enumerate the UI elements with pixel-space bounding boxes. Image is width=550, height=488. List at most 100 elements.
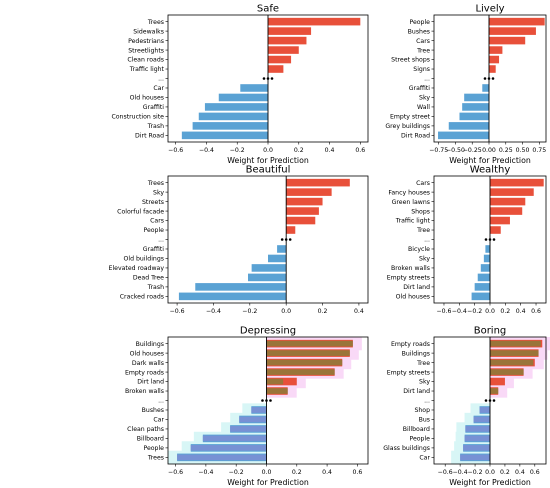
- category-label: ...: [158, 237, 164, 244]
- category-label: Billboard: [137, 436, 164, 443]
- x-tick-label: −0.4: [453, 469, 468, 476]
- x-tick-label: 0.6: [531, 308, 541, 315]
- bar-overlay-negative: [463, 445, 490, 451]
- category-label: Traffic light: [395, 218, 431, 225]
- category-label: Fancy houses: [388, 189, 430, 196]
- x-tick-label: −0.6: [436, 308, 451, 315]
- ellipsis-dot: [484, 399, 488, 402]
- x-tick-label: 0.50: [516, 147, 530, 154]
- category-label: Trees: [147, 180, 164, 187]
- bar-positive: [268, 55, 292, 64]
- bar-positive: [488, 65, 496, 73]
- bar-negative: [218, 93, 268, 102]
- x-tick-label: 0.25: [499, 147, 513, 154]
- category-label: Old buildings: [124, 256, 165, 263]
- bar-overlay-negative: [202, 435, 267, 442]
- category-label: Dirt land: [403, 388, 430, 395]
- x-tick-label: −0.50: [446, 147, 465, 154]
- category-label: ...: [424, 398, 430, 405]
- category-label: Dirt land: [403, 284, 430, 291]
- ellipsis-dot: [288, 238, 292, 241]
- bar-positive: [268, 36, 307, 45]
- x-tick-label: 0.4: [515, 469, 525, 476]
- category-label: Clean roads: [127, 57, 164, 64]
- bar-negative: [459, 112, 489, 121]
- bar-negative: [248, 273, 287, 282]
- x-tick-label: −0.25: [463, 147, 482, 154]
- bar-negative: [195, 283, 287, 291]
- category-label: Buildings: [402, 350, 430, 357]
- category-label: Streetlights: [128, 47, 164, 54]
- category-label: Shops: [411, 208, 430, 215]
- bar-positive: [286, 207, 319, 215]
- category-label: Dark walls: [132, 360, 164, 367]
- bar-negative: [483, 254, 490, 263]
- x-tick-label: 0.0: [485, 308, 495, 315]
- bar-negative: [477, 273, 490, 282]
- bar-overlay-positive: [266, 350, 350, 356]
- category-label: People: [409, 19, 430, 26]
- category-label: Tree: [416, 227, 430, 234]
- category-label: Glass buildings: [383, 445, 430, 452]
- bar-positive: [286, 226, 296, 234]
- x-axis-label: Weight for Prediction: [449, 156, 531, 165]
- category-label: Cars: [416, 180, 430, 187]
- category-label: Empty streets: [387, 369, 430, 376]
- ellipsis-dot: [483, 77, 487, 80]
- category-label: Graffiti: [409, 85, 431, 92]
- category-label: Bicycle: [408, 246, 430, 253]
- ellipsis-dot: [266, 77, 270, 80]
- category-label: Billboard: [403, 426, 430, 433]
- x-tick-label: 0.75: [532, 147, 546, 154]
- bar-positive: [268, 17, 361, 26]
- panel-beautiful: Trees Sky Streets Colorful facade Cars People…: [109, 165, 369, 315]
- category-label: Car: [153, 85, 164, 92]
- category-label: Dirt Road: [135, 133, 164, 140]
- category-label: Cars: [416, 38, 430, 45]
- bar-negative: [240, 84, 268, 92]
- x-tick-label: 0.6: [352, 469, 362, 476]
- bar-positive: [268, 46, 299, 54]
- category-label: Graffiti: [143, 104, 165, 111]
- category-label: Wall: [417, 104, 430, 111]
- x-tick-label: −0.4: [206, 308, 221, 315]
- x-axis-label: Weight for Prediction: [227, 478, 309, 487]
- x-tick-label: −0.2: [230, 147, 245, 154]
- category-label: Car: [153, 417, 164, 424]
- bar-negative: [277, 245, 287, 253]
- panel-title: Depressing: [240, 326, 296, 337]
- category-label: Dirt land: [137, 379, 164, 386]
- x-tick-label: −0.4: [199, 147, 214, 154]
- bar-overlay-positive: [490, 359, 534, 366]
- bar-negative: [181, 131, 268, 140]
- category-label: Bushes: [142, 407, 164, 414]
- x-tick-label: 0.0: [262, 469, 272, 476]
- ellipsis-dot: [488, 238, 492, 241]
- x-tick-label: −0.75: [429, 147, 448, 154]
- bar-positive: [488, 27, 536, 35]
- bar-overlay-negative: [464, 435, 490, 442]
- panel-safe: Trees Sidewalks Pedestrians Streetlights Cle…: [111, 4, 369, 165]
- x-tick-label: −0.4: [198, 469, 213, 476]
- category-label: Shop: [414, 407, 430, 414]
- bar-negative: [474, 283, 490, 291]
- category-label: Green lawns: [392, 199, 430, 206]
- x-tick-label: 0.0: [281, 308, 291, 315]
- bar-overlay-positive: [266, 359, 343, 366]
- category-label: Sidewalks: [133, 28, 164, 35]
- bar-positive: [490, 188, 534, 196]
- x-tick-label: 0.4: [322, 469, 332, 476]
- bar-overlay-positive: [490, 350, 539, 356]
- x-tick-label: 0.4: [325, 147, 335, 154]
- panel-title: Lively: [475, 4, 504, 15]
- bar-positive: [490, 197, 526, 206]
- x-tick-label: 0.6: [530, 469, 540, 476]
- category-label: Bus: [419, 417, 430, 424]
- ellipsis-dot: [280, 238, 284, 241]
- category-label: Graffiti: [143, 246, 165, 253]
- bar-positive: [490, 207, 523, 215]
- panel-lively: People Bushes Cars Tree Street shops Signs...…: [385, 4, 547, 165]
- ellipsis-dot: [269, 399, 272, 402]
- bar-overlay-positive: [266, 378, 284, 385]
- category-label: Sky: [153, 189, 164, 196]
